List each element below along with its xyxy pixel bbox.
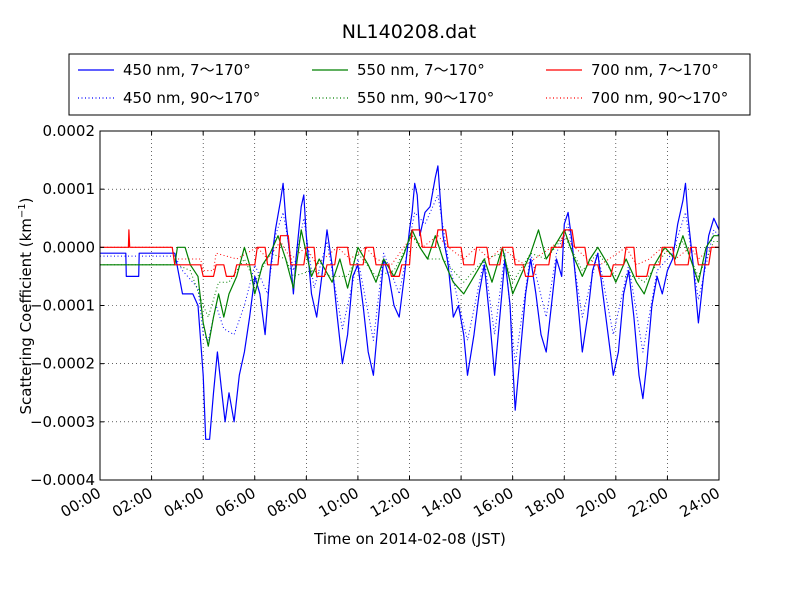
legend: 450 nm, 7～170° 450 nm, 90～170° 550 nm, 7～1… — [68, 53, 751, 116]
y-axis-label: Scattering Coefficient (km−1) — [17, 197, 35, 414]
x-tick-label: 04:00 — [161, 484, 207, 521]
y-axis-label-end: ) — [17, 197, 35, 203]
legend-box — [68, 53, 751, 116]
x-tick-label: 06:00 — [212, 484, 258, 521]
x-tick-label: 20:00 — [573, 484, 619, 521]
series-line-3 — [100, 235, 719, 318]
y-tick-label: −0.0002 — [30, 355, 95, 373]
y-tick-label: −0.0004 — [30, 471, 95, 489]
y-tick-label: 0.0000 — [43, 238, 96, 256]
legend-label-5: 700 nm, 90～170° — [591, 89, 728, 107]
legend-label-0: 450 nm, 7～170° — [123, 61, 251, 79]
x-tick-label: 18:00 — [522, 484, 568, 521]
legend-label-4: 700 nm, 7～170° — [591, 61, 719, 79]
series-line-4 — [100, 229, 719, 277]
series-line-5 — [100, 235, 719, 272]
legend-label-3: 550 nm, 90～170° — [357, 89, 494, 107]
x-tick-label: 10:00 — [315, 484, 361, 521]
grid — [100, 131, 719, 480]
x-tick-label: 08:00 — [264, 484, 310, 521]
series-line-2 — [100, 229, 719, 347]
x-tick-label: 22:00 — [625, 484, 671, 521]
x-tick-label: 00:00 — [58, 484, 104, 521]
legend-label-1: 450 nm, 90～170° — [123, 89, 260, 107]
legend-label-2: 550 nm, 7～170° — [357, 61, 485, 79]
x-tick-label: 12:00 — [367, 484, 413, 521]
y-axis: −0.0004 −0.0003 −0.0002 −0.0001 0.0000 0.0001… — [30, 122, 719, 489]
y-axis-label-sup: −1 — [17, 203, 28, 218]
y-tick-label: −0.0001 — [30, 297, 95, 315]
x-tick-label: 02:00 — [109, 484, 155, 521]
y-axis-label-main: Scattering Coefficient (km — [17, 218, 35, 414]
series-group — [100, 165, 720, 440]
x-tick-label: 14:00 — [419, 484, 465, 521]
y-tick-label: 0.0002 — [43, 122, 96, 140]
x-tick-label: 24:00 — [677, 484, 723, 521]
chart-title: NL140208.dat — [342, 21, 477, 43]
x-axis-label: Time on 2014-02-08 (JST) — [313, 530, 506, 548]
y-tick-label: −0.0003 — [30, 413, 95, 431]
x-tick-label: 16:00 — [470, 484, 516, 521]
series-line-0 — [100, 165, 720, 440]
y-tick-label: 0.0001 — [43, 180, 96, 198]
x-axis: 00:00 02:00 04:00 06:00 08:00 10:00 12:00 14:00… — [58, 131, 723, 521]
